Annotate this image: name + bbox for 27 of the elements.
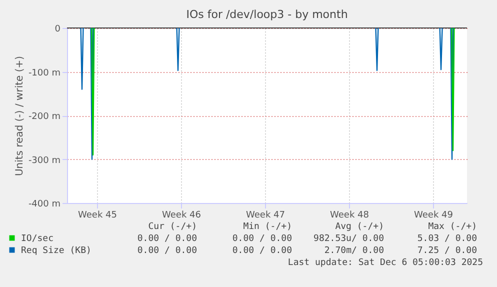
y-tick-label: -100 m [28,68,60,78]
y-tick-label: -200 m [28,112,60,122]
x-tick-label: Week 47 [246,210,285,220]
x-tick-label: Week 46 [162,210,202,220]
text: 0.00 / 0.00 [137,234,197,244]
text: 5.03 / 0.00 [417,234,477,244]
x-tick-label: Week 49 [414,210,454,220]
legend-label: IO/sec [21,234,54,244]
x-tick-label: Week 45 [78,210,117,220]
x-tick-label: Week 48 [330,210,370,220]
chart-title: IOs for /dev/loop3 - by month [186,8,348,21]
y-tick-label: -400 m [28,200,60,210]
text: 0.00 / 0.00 [232,246,292,256]
text: Last update: Sat Dec 6 05:00:03 2025 [288,258,483,268]
text: 2.70m/ 0.00 [324,246,384,256]
text: Cur (-/+) [148,222,197,232]
text: Avg (-/+) [335,222,384,232]
y-axis-title: Units read (-) / write (+) [14,56,26,176]
text: 0.00 / 0.00 [137,246,197,256]
text: Max (-/+) [428,222,477,232]
text: Min (-/+) [243,222,292,232]
text: 7.25 / 0.00 [417,246,477,256]
legend-label: Req Size (KB) [21,246,92,256]
text: 982.53u/ 0.00 [314,234,384,244]
text: 0.00 / 0.00 [232,234,292,244]
y-tick-label: -300 m [28,156,60,166]
y-tick-label: 0 [54,24,61,34]
